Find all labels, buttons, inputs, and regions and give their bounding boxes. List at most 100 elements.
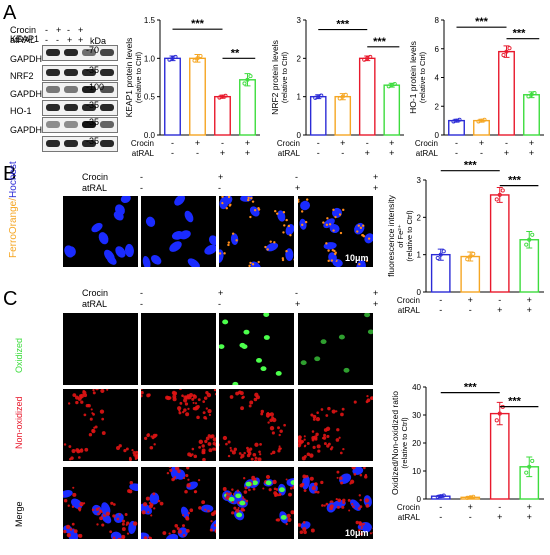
crocin-sign: + xyxy=(527,295,532,305)
bar xyxy=(460,255,481,293)
y-tick-label: 10 xyxy=(412,467,421,476)
data-point xyxy=(457,117,462,122)
y-tick-label: 8 xyxy=(435,16,440,25)
wb-crocin-sign: - xyxy=(67,25,70,35)
y-tick-label: 2 xyxy=(297,54,302,63)
y-tick-label: 1 xyxy=(297,93,302,102)
b-crocin-sign: - xyxy=(295,172,298,182)
wb-band xyxy=(64,140,78,147)
data-point xyxy=(248,74,253,79)
data-point xyxy=(504,49,509,54)
y-axis-title: Oxidized/Non-oxidized ratio xyxy=(390,391,400,495)
y-tick-label: 0 xyxy=(435,131,440,140)
significance-label: *** xyxy=(191,18,205,30)
wb-crocin-sign: + xyxy=(78,25,84,35)
ferro-stain-label: FerroOrange/Hochest xyxy=(8,161,19,258)
y-tick-label: 3 xyxy=(297,16,302,25)
ferro-micrograph xyxy=(63,196,138,267)
bar xyxy=(334,95,352,136)
ferro-micrograph xyxy=(298,196,373,267)
crocin-sign: + xyxy=(479,138,484,148)
b-crocin-sign: + xyxy=(218,172,224,182)
atral-sign: + xyxy=(245,148,250,158)
wb-row-label: HO-1 xyxy=(10,106,32,116)
crocin-sign: + xyxy=(468,502,473,512)
c11-bodipy-micrograph xyxy=(63,467,138,539)
significance-label: *** xyxy=(513,28,527,40)
significance-label: *** xyxy=(508,396,522,408)
crocin-sign: - xyxy=(505,138,508,148)
c11-bodipy-micrograph xyxy=(141,467,216,539)
wb-band xyxy=(100,69,114,76)
error-bar xyxy=(526,456,533,478)
c-atral-sign: - xyxy=(218,299,221,309)
c11-bodipy-micrograph xyxy=(219,467,294,539)
bar xyxy=(473,119,490,136)
wb-band xyxy=(82,104,96,111)
y-tick-label: 0.5 xyxy=(144,93,156,102)
bar xyxy=(309,95,327,136)
stain-separator: / xyxy=(8,197,19,201)
data-point xyxy=(501,53,506,58)
data-point xyxy=(532,90,537,96)
crocin-sign: + xyxy=(389,138,394,148)
data-point xyxy=(494,197,499,202)
y-tick-label: 30 xyxy=(412,411,421,420)
y-axis-title: (relative to Ctrl) xyxy=(400,417,409,469)
y-tick-label: 3 xyxy=(417,176,422,185)
y-tick-label: 1.0 xyxy=(144,54,156,63)
y-tick-label: 0 xyxy=(297,131,302,140)
crocin-sign: + xyxy=(340,138,345,148)
b-crocin-sign: - xyxy=(140,172,143,182)
data-point xyxy=(482,117,487,122)
y-axis-title: of Fe²⁺ xyxy=(396,224,405,248)
wb-band xyxy=(64,69,78,76)
data-point xyxy=(497,411,502,416)
c-atral-sign: - xyxy=(140,299,143,309)
data-point xyxy=(438,252,443,257)
c-atral-sign: + xyxy=(295,299,301,309)
data-point xyxy=(529,92,534,97)
crocin-row-label: Crocin xyxy=(415,139,438,148)
panel-a-label: A xyxy=(3,2,17,24)
crocin-row-label: Crocin xyxy=(397,503,420,512)
panel-c-label: C xyxy=(3,288,18,310)
c11-bodipy-micrograph xyxy=(298,313,373,385)
atral-sign: - xyxy=(455,148,458,158)
wb-atral-sign: + xyxy=(67,35,73,45)
data-point xyxy=(173,54,178,60)
atral-row-label: atRAL xyxy=(398,513,421,522)
c-crocin-label: Crocin xyxy=(82,288,109,298)
b-atral-sign: + xyxy=(373,183,379,193)
bar xyxy=(448,119,465,136)
data-point xyxy=(198,53,203,59)
wb-band xyxy=(64,49,78,56)
c-scalebar-label: 10μm xyxy=(345,528,369,538)
atral-row-label: atRAL xyxy=(398,306,421,315)
c11-bodipy-micrograph xyxy=(141,313,216,385)
wb-band xyxy=(46,69,60,76)
c-crocin-sign: + xyxy=(218,288,224,298)
crocin-row-label: Crocin xyxy=(277,139,300,148)
data-point xyxy=(468,254,473,259)
wb-atral-sign: + xyxy=(78,35,84,45)
oxidized-ratio-bar-chart: 0 10 20 30 40 Oxidized/Non-oxidized ratio (rel… xyxy=(390,382,544,522)
wb-band xyxy=(100,121,114,128)
data-point xyxy=(242,81,247,86)
wb-mw-marker: -35 xyxy=(86,65,100,75)
wb-blot-strip xyxy=(42,100,118,116)
crocin-sign: - xyxy=(439,295,442,305)
wb-row-label: KEAP1 xyxy=(10,34,40,44)
wb-blot-strip xyxy=(42,117,118,133)
crocin-sign: - xyxy=(171,138,174,148)
error-bar xyxy=(437,248,444,261)
wb-blot-strip xyxy=(42,82,118,98)
significance-label: *** xyxy=(464,160,478,172)
atral-sign: + xyxy=(389,148,394,158)
wb-band xyxy=(64,121,78,128)
significance-label: ** xyxy=(231,47,240,59)
b-crocin-sign: + xyxy=(373,172,379,182)
ferro-micrograph xyxy=(141,196,216,267)
crocin-row-label: Crocin xyxy=(131,139,154,148)
crocin-sign: + xyxy=(529,138,534,148)
